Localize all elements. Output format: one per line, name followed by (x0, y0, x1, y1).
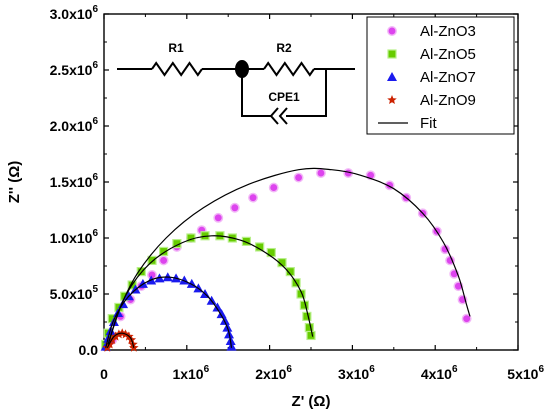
series-al-zno3 (107, 168, 472, 345)
data-point (212, 302, 223, 312)
y-tick-label: 2.5x106 (50, 60, 99, 78)
x-tick-label: 1x106 (172, 364, 209, 382)
tick-labels: 0 1x106 2x106 3x106 4x106 5x106 0.0 5.0x105 1.0x… (50, 4, 545, 382)
data-point (158, 255, 169, 266)
data-point (108, 317, 119, 326)
data-point (110, 331, 121, 341)
data-point (387, 95, 397, 105)
data-point (387, 72, 397, 81)
data-point (213, 212, 224, 223)
equivalent-circuit-inset: R1 R2 CPE1 (117, 41, 355, 125)
fit-curve (105, 276, 233, 348)
resistor-r1 (151, 61, 203, 77)
axes (103, 13, 519, 351)
data-point (248, 192, 258, 203)
data-point (315, 168, 326, 178)
x-tick-label: 0 (100, 366, 108, 382)
data-point (285, 267, 295, 277)
resistor-r2 (263, 61, 315, 77)
data-point (277, 258, 287, 268)
data-point (302, 311, 312, 321)
y-axis-title: Z'' (Ω) (6, 161, 23, 203)
fit-curves (105, 167, 471, 349)
cpe-element-left (269, 107, 279, 125)
data-point (304, 323, 314, 333)
cpe1-label: CPE1 (268, 90, 300, 104)
fit-curve (107, 235, 314, 345)
r1-label: R1 (168, 41, 184, 55)
data-point (293, 172, 304, 183)
y-tick-label: 5.0x105 (50, 284, 99, 302)
data-point (387, 49, 397, 59)
x-tick-label: 2x106 (255, 364, 292, 382)
x-axis-title: Z' (Ω) (292, 393, 331, 410)
data-point (296, 289, 306, 299)
fit-curve (106, 332, 135, 349)
fit-curve (107, 167, 471, 345)
data-point (229, 202, 240, 213)
axis-titles: Z' (Ω) Z'' (Ω) (6, 161, 330, 410)
y-tick-label: 1.0x106 (50, 228, 99, 246)
legend-label: Fit (420, 115, 437, 132)
data-point (268, 182, 279, 193)
data-point (216, 309, 227, 319)
cpe-element-right (278, 107, 288, 125)
y-tick-label: 2.0x106 (50, 116, 99, 134)
circuit-wire-cpe (241, 69, 272, 117)
x-tick-label: 4x106 (421, 364, 458, 382)
x-tick-label: 3x106 (338, 364, 375, 382)
data-point (306, 330, 316, 341)
data-series (100, 168, 472, 352)
data-point (147, 255, 157, 265)
data-point (159, 246, 169, 257)
y-tick-label: 1.5x106 (50, 172, 99, 190)
y-tick-label: 3.0x106 (50, 4, 99, 22)
data-point (387, 26, 397, 36)
legend-label: Al-ZnO7 (420, 69, 476, 86)
x-tick-label: 5x106 (507, 364, 544, 382)
data-point (461, 313, 472, 324)
legend: Al-ZnO3 Al-ZnO5 Al-ZnO7 Al-ZnO9 Fit (366, 16, 515, 135)
legend-label: Al-ZnO5 (420, 46, 476, 63)
legend-label: Al-ZnO9 (420, 92, 476, 109)
y-tick-label: 0.0 (79, 342, 99, 358)
circuit-wire-cpe (286, 69, 327, 117)
data-point (266, 247, 276, 258)
r2-label: R2 (276, 41, 292, 55)
legend-label: Al-ZnO3 (420, 23, 476, 40)
